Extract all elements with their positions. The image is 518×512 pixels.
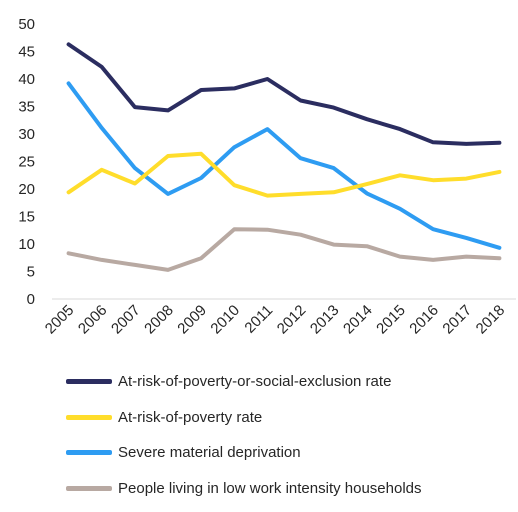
x-tick-label: 2010 — [207, 302, 243, 338]
line-chart: 0 5 10 15 20 25 30 35 40 45 50 2005200620072008200… — [18, 16, 516, 338]
y-tick-label: 45 — [18, 44, 35, 61]
y-tick-label: 10 — [18, 236, 35, 253]
legend-item-poverty-rate: At-risk-of-poverty rate — [66, 406, 506, 429]
x-tick-label: 2018 — [473, 302, 509, 338]
y-tick-label: 25 — [18, 154, 35, 171]
legend-swatch — [66, 414, 112, 420]
y-axis-tick-labels: 0 5 10 15 20 25 30 35 40 45 50 — [18, 16, 35, 308]
y-tick-label: 5 — [27, 264, 35, 281]
x-tick-label: 2015 — [373, 302, 409, 338]
y-tick-label: 35 — [18, 99, 35, 116]
x-tick-label: 2017 — [439, 302, 475, 338]
x-tick-label: 2007 — [108, 302, 144, 338]
y-tick-label: 20 — [18, 181, 35, 198]
x-tick-label: 2011 — [241, 302, 276, 337]
legend-swatch — [66, 485, 112, 491]
x-tick-label: 2014 — [340, 302, 376, 338]
y-tick-label: 15 — [18, 209, 35, 226]
x-tick-label: 2008 — [141, 302, 177, 338]
y-tick-label: 0 — [27, 291, 35, 308]
series-line-0 — [66, 42, 502, 146]
series-line-3 — [66, 227, 502, 272]
chart-legend: At-risk-of-poverty-or-social-exclusion r… — [66, 370, 506, 512]
x-tick-label: 2009 — [174, 302, 210, 338]
series-line-2 — [66, 81, 502, 250]
legend-label: Severe material deprivation — [118, 444, 301, 462]
series-lines — [66, 42, 502, 272]
legend-item-severe-material-deprivation: Severe material deprivation — [66, 441, 506, 464]
legend-item-low-work-intensity: People living in low work intensity hous… — [66, 477, 506, 500]
x-tick-label: 2013 — [307, 302, 343, 338]
legend-swatch — [66, 379, 112, 384]
x-axis-tick-labels: 2005200620072008200920102011201220132014… — [42, 302, 508, 338]
legend-label: At-risk-of-poverty rate — [118, 408, 263, 426]
x-tick-label: 2005 — [42, 302, 78, 338]
x-tick-label: 2016 — [406, 302, 442, 338]
x-tick-label: 2006 — [75, 302, 111, 338]
x-tick-label: 2012 — [274, 302, 310, 338]
y-tick-label: 40 — [18, 71, 35, 88]
legend-item-poverty-or-social-exclusion: At-risk-of-poverty-or-social-exclusion r… — [66, 370, 506, 393]
legend-label: At-risk-of-poverty-or-social-exclusion r… — [118, 373, 392, 390]
y-tick-label: 30 — [18, 126, 35, 143]
legend-swatch — [66, 450, 112, 456]
y-tick-label: 50 — [18, 16, 35, 33]
series-line-1 — [66, 151, 502, 198]
legend-label: People living in low work intensity hous… — [118, 479, 422, 497]
